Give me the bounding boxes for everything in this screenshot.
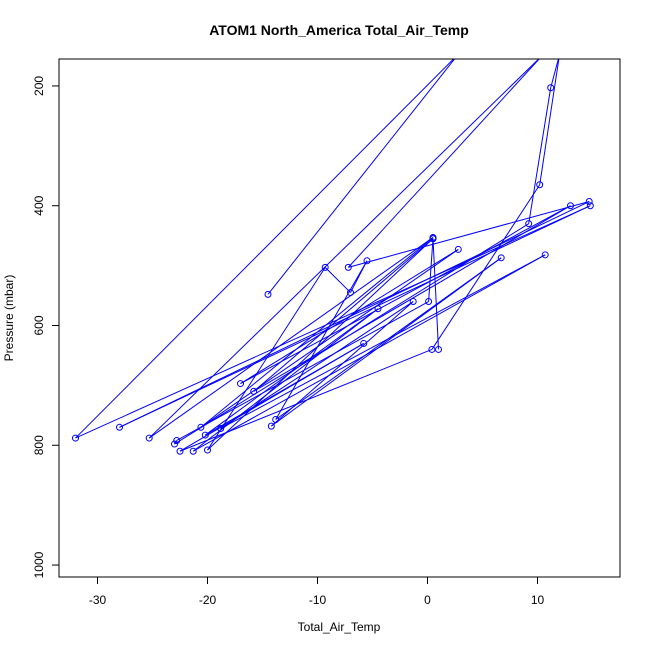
data-point	[347, 289, 354, 297]
series-line-segment	[207, 267, 326, 451]
series-line-segment	[267, 59, 456, 295]
y-tick-label: 1000	[32, 551, 46, 578]
y-tick-label: 400	[32, 195, 46, 215]
series-line-segment	[253, 238, 434, 392]
series-line-segment	[347, 59, 540, 268]
data-point	[173, 436, 181, 444]
y-axis: 200 400 600 800 1000	[32, 76, 60, 578]
data-point	[497, 254, 505, 262]
data-point	[267, 422, 275, 430]
data-point	[72, 434, 79, 442]
series-line-segment	[324, 267, 351, 293]
data-point	[547, 84, 555, 92]
series-line-segment	[75, 205, 591, 439]
series-line-segment	[550, 59, 559, 88]
data-point	[425, 298, 433, 306]
data-point	[585, 198, 593, 206]
series-line-segment	[275, 260, 368, 420]
data-point	[116, 423, 123, 431]
series-line-segment	[174, 223, 529, 445]
series-line-segment	[207, 238, 434, 451]
data-point	[363, 257, 371, 265]
series-line-segment	[192, 254, 546, 452]
series-line-segment	[148, 237, 434, 439]
data-point	[435, 345, 442, 353]
data-point	[145, 434, 153, 442]
data-point	[536, 181, 544, 189]
x-axis-label: Total_Air_Temp	[298, 620, 381, 634]
data-point	[428, 345, 436, 353]
data-point	[360, 339, 368, 347]
data-point	[250, 387, 258, 395]
series-line-segment	[119, 205, 591, 428]
series-line-segment	[528, 87, 552, 224]
y-tick-label: 200	[32, 76, 46, 96]
x-tick-label: 0	[424, 593, 431, 607]
data-point	[525, 220, 533, 228]
series-line-segment	[240, 205, 571, 385]
data-point	[237, 380, 244, 388]
data-point	[197, 423, 205, 431]
data-point	[201, 431, 209, 439]
plot-area	[72, 51, 594, 455]
x-tick-label: 10	[531, 593, 545, 607]
series-line-segment	[176, 301, 429, 441]
x-axis: -30 -20 -10 0 10	[89, 576, 545, 607]
data-point	[264, 290, 272, 298]
data-point	[409, 298, 417, 306]
y-tick-label: 800	[32, 435, 46, 455]
series-line-segment	[220, 254, 546, 429]
series-line-segment	[205, 308, 379, 436]
data-point	[171, 440, 178, 448]
series-line-segment	[348, 201, 590, 268]
series-line-segment	[431, 184, 541, 350]
data-point	[204, 446, 211, 454]
data-point	[567, 202, 574, 210]
x-tick-label: -10	[309, 593, 327, 607]
chart-title: ATOM1 North_America Total_Air_Temp	[209, 22, 469, 38]
data-point	[217, 424, 225, 432]
series-line-segment	[179, 343, 364, 452]
y-tick-label: 600	[32, 315, 46, 335]
y-axis-label: Pressure (mbar)	[2, 275, 16, 362]
series-line-segment	[539, 59, 560, 185]
series-line-segment	[148, 59, 540, 439]
series-line-segment	[179, 348, 433, 452]
series-line-segment	[271, 257, 502, 427]
data-point	[272, 416, 280, 424]
series-line-segment	[432, 238, 439, 350]
data-point	[344, 263, 352, 271]
data-point	[189, 447, 197, 455]
data-point	[321, 263, 329, 271]
series-line-segment	[75, 59, 455, 439]
data-point	[429, 235, 437, 243]
x-tick-label: -30	[89, 593, 107, 607]
data-point	[374, 305, 382, 313]
series-line-segment	[200, 237, 434, 428]
data-point	[541, 251, 549, 259]
data-point	[176, 447, 184, 455]
series-line-segment	[428, 238, 434, 302]
data-point	[586, 202, 594, 210]
series-line-segment	[174, 440, 178, 445]
x-tick-label: -20	[199, 593, 217, 607]
data-point	[454, 245, 462, 253]
series-line-segment	[119, 201, 590, 428]
data-point	[455, 51, 461, 57]
data-point	[540, 52, 546, 58]
data-point	[557, 52, 563, 58]
series-line-segment	[200, 249, 459, 428]
